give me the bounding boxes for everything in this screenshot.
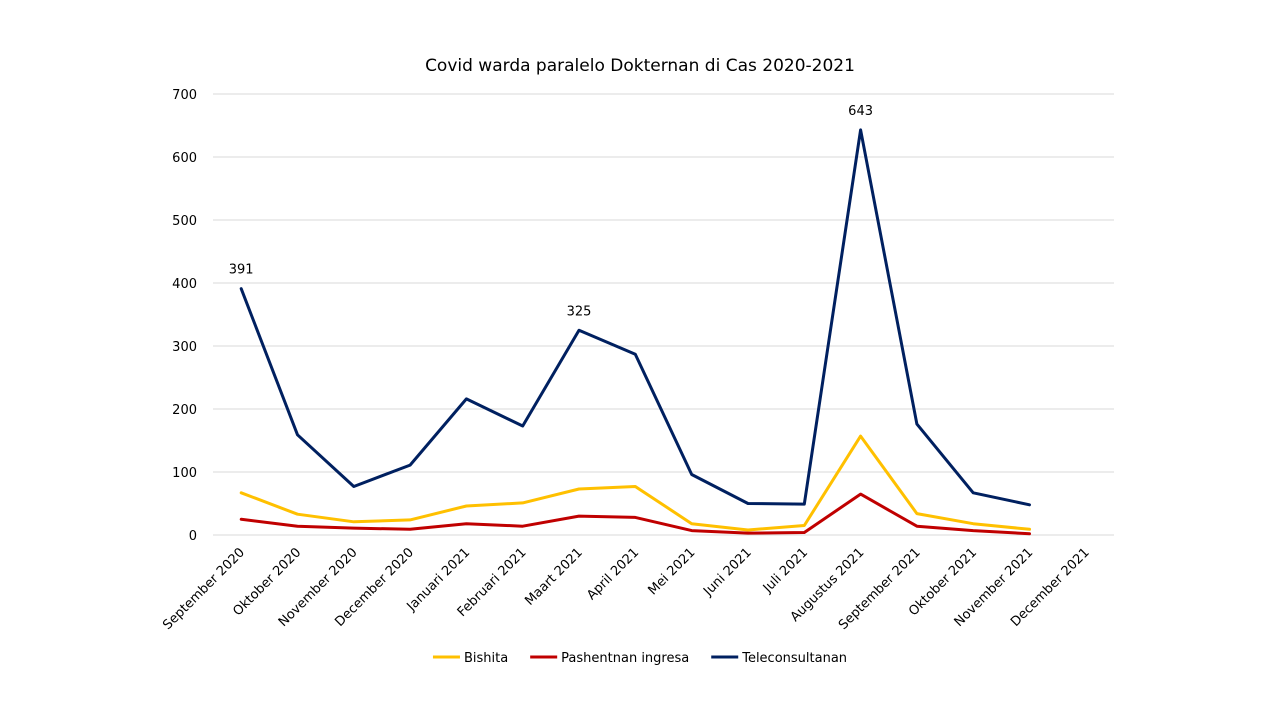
y-tick-label: 100 <box>172 466 197 481</box>
x-tick-label: Maart 2021 <box>522 545 586 609</box>
y-tick-label: 200 <box>172 403 197 418</box>
y-tick-label: 400 <box>172 277 197 292</box>
series-line-teleconsultanan <box>239 128 1031 507</box>
legend-entry: Pashentnan ingresa <box>561 651 689 666</box>
y-tick-label: 600 <box>172 151 197 166</box>
chart-title: Covid warda paralelo Dokternan di Cas 20… <box>425 56 855 76</box>
data-label: 325 <box>567 304 592 319</box>
legend-entry: Bishita <box>464 651 508 666</box>
x-tick-label: April 2021 <box>584 545 642 603</box>
y-tick-label: 300 <box>172 340 197 355</box>
x-tick-label: September 2020 <box>160 545 248 633</box>
y-tick-label: 700 <box>172 88 197 103</box>
series-lines <box>239 128 1031 536</box>
series-line-bishita <box>239 434 1031 532</box>
data-label: 391 <box>229 263 254 278</box>
gridlines <box>213 93 1114 536</box>
x-tick-label: Juli 2021 <box>760 545 811 596</box>
x-tick-label: Mei 2021 <box>645 545 698 598</box>
x-tick-label: Juni 2021 <box>700 545 755 600</box>
data-label: 643 <box>848 104 873 119</box>
data-labels: 391 325 643 <box>229 104 873 319</box>
y-tick-label: 500 <box>172 214 197 229</box>
y-tick-label: 0 <box>189 529 197 544</box>
legend: Bishita Pashentnan ingresa Teleconsultanan <box>432 651 847 666</box>
legend-entry: Teleconsultanan <box>741 651 847 666</box>
y-axis-ticks: 0 100 200 300 400 500 600 700 <box>172 88 197 544</box>
series-line-pashentnan-ingresa <box>239 492 1031 536</box>
